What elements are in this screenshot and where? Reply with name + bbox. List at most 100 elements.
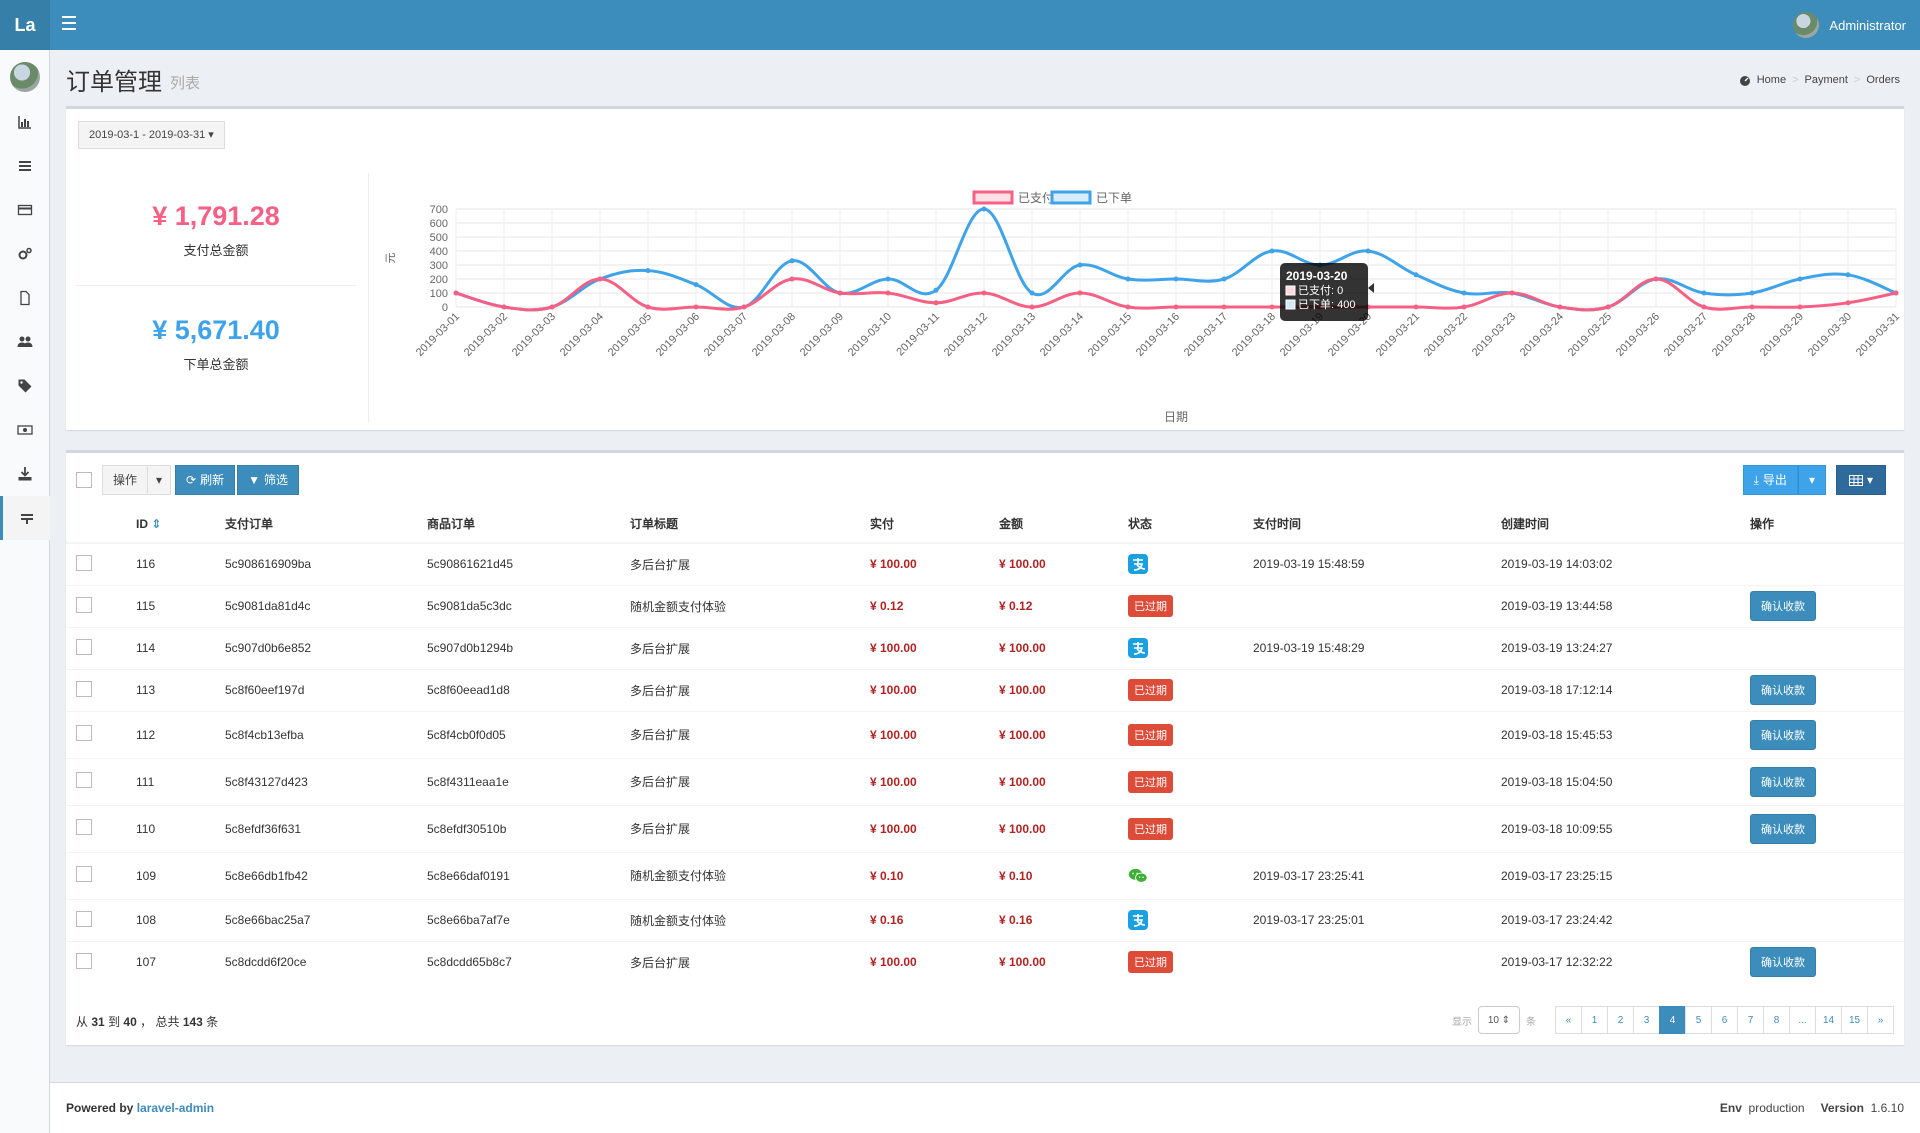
export-button[interactable]: ⤓ 导出 xyxy=(1742,465,1798,495)
sidebar-avatar xyxy=(10,62,40,92)
page-link[interactable]: 3 xyxy=(1633,1006,1660,1034)
page-link[interactable]: 8 xyxy=(1763,1006,1790,1034)
cell-status: 已过期 xyxy=(1128,804,1253,852)
page-link[interactable]: « xyxy=(1555,1006,1582,1034)
y-tick-label: 400 xyxy=(430,246,448,258)
page-link[interactable]: 7 xyxy=(1737,1006,1764,1034)
row-checkbox[interactable] xyxy=(76,819,92,835)
bar-chart-icon[interactable] xyxy=(0,100,50,144)
row-checkbox[interactable] xyxy=(76,725,92,741)
date-range-button[interactable]: 2019-03-1 - 2019-03-31 ▾ xyxy=(78,121,225,149)
cell-created: 2019-03-18 17:12:14 xyxy=(1501,668,1750,711)
row-checkbox[interactable] xyxy=(76,638,92,655)
tooltip-swatch xyxy=(1285,299,1296,310)
confirm-payment-button[interactable]: 确认收款 xyxy=(1750,591,1816,621)
x-tick-label: 2019-03-02 xyxy=(462,311,510,359)
data-point xyxy=(1653,276,1659,282)
confirm-payment-button[interactable]: 确认收款 xyxy=(1750,719,1816,750)
cell-pay-no: 5c9081da81d4c xyxy=(225,584,427,627)
select-all-checkbox[interactable] xyxy=(76,472,92,488)
row-checkbox[interactable] xyxy=(76,680,92,697)
row-checkbox[interactable] xyxy=(76,596,92,613)
filter-button[interactable]: ▼ 筛选 xyxy=(237,465,300,495)
brand-link[interactable]: laravel-admin xyxy=(136,1101,215,1115)
cell-created: 2019-03-17 23:24:42 xyxy=(1501,898,1750,941)
cell-status: 已过期 xyxy=(1128,710,1253,758)
row-checkbox[interactable] xyxy=(76,554,92,571)
col-pay-time: 支付时间 xyxy=(1253,505,1501,544)
page-link[interactable]: » xyxy=(1867,1006,1894,1034)
row-checkbox[interactable] xyxy=(76,952,92,969)
cell-amount: ¥ 100.00 xyxy=(999,710,1128,758)
data-point xyxy=(453,290,459,296)
cell-action xyxy=(1750,542,1904,585)
cell-title: 多后台扩展 xyxy=(630,710,870,758)
x-tick-label: 2019-03-17 xyxy=(1182,311,1230,359)
cell-pay-time xyxy=(1253,668,1501,711)
export-dropdown[interactable]: ▾ xyxy=(1797,465,1826,495)
page-link[interactable]: 14 xyxy=(1815,1006,1842,1034)
credit-card-icon[interactable] xyxy=(0,188,50,232)
download-icon[interactable] xyxy=(0,452,50,496)
cell-title: 随机金额支付体验 xyxy=(630,584,870,627)
cell-status: 已过期 xyxy=(1128,757,1253,805)
data-point xyxy=(1029,304,1035,310)
tags-icon[interactable] xyxy=(0,364,50,408)
money-icon[interactable] xyxy=(0,408,50,452)
exchange-icon[interactable] xyxy=(0,496,50,540)
cogs-icon[interactable] xyxy=(0,232,50,276)
x-tick-label: 2019-03-22 xyxy=(1422,311,1470,359)
page-link[interactable]: 5 xyxy=(1685,1006,1712,1034)
breadcrumb-home[interactable]: Home xyxy=(1756,74,1787,86)
sidebar-toggle-icon[interactable] xyxy=(62,16,80,32)
page-link[interactable]: 1 xyxy=(1581,1006,1608,1034)
user-menu[interactable]: Administrator xyxy=(1793,12,1906,38)
legend-swatch xyxy=(972,190,1014,205)
sort-icon[interactable]: ⇕ xyxy=(151,516,162,531)
logo[interactable]: La xyxy=(0,0,50,50)
data-point xyxy=(1701,304,1707,310)
row-checkbox[interactable] xyxy=(76,772,92,788)
row-checkbox[interactable] xyxy=(76,866,92,882)
cell-created: 2019-03-17 12:32:22 xyxy=(1501,940,1750,983)
cell-action xyxy=(1750,898,1904,941)
data-point xyxy=(1413,304,1419,310)
page-link[interactable]: 15 xyxy=(1841,1006,1868,1034)
refresh-button[interactable]: ⟳ 刷新 xyxy=(175,465,236,495)
page-link[interactable]: 4 xyxy=(1659,1006,1686,1034)
column-selector-button[interactable]: ▾ xyxy=(1835,465,1886,495)
order-total-value: ¥ 5,671.40 xyxy=(152,315,280,345)
confirm-payment-button[interactable]: 确认收款 xyxy=(1750,766,1816,797)
powered-by: Powered by laravel-admin xyxy=(66,1101,215,1115)
alipay-icon xyxy=(1128,638,1148,658)
page-link[interactable]: 2 xyxy=(1607,1006,1634,1034)
data-point xyxy=(1797,304,1803,310)
breadcrumb-payment[interactable]: Payment xyxy=(1804,74,1848,86)
page-link[interactable]: ... xyxy=(1789,1006,1816,1034)
breadcrumb-separator: > xyxy=(1853,74,1861,86)
cell-title: 多后台扩展 xyxy=(630,757,870,805)
confirm-payment-button[interactable]: 确认收款 xyxy=(1750,947,1816,978)
per-page-select[interactable]: 10 ⇕ xyxy=(1478,1006,1520,1034)
x-tick-label: 2019-03-12 xyxy=(942,311,990,359)
data-point xyxy=(1605,304,1611,310)
data-point xyxy=(981,206,987,212)
page-link[interactable]: 6 xyxy=(1711,1006,1738,1034)
confirm-payment-button[interactable]: 确认收款 xyxy=(1750,813,1816,844)
file-icon[interactable] xyxy=(0,276,50,320)
cell-goods-no: 5c90861621d45 xyxy=(427,542,630,585)
confirm-payment-button[interactable]: 确认收款 xyxy=(1750,675,1816,705)
tasks-icon[interactable] xyxy=(0,144,50,188)
cell-pay-time xyxy=(1253,757,1501,805)
x-tick-label: 2019-03-05 xyxy=(606,311,654,359)
x-tick-label: 2019-03-30 xyxy=(1806,311,1854,359)
cell-id: 114 xyxy=(136,626,225,669)
cell-pay-time: 2019-03-17 23:25:41 xyxy=(1253,851,1501,899)
batch-action-button[interactable]: 操作 xyxy=(102,465,149,495)
row-checkbox[interactable] xyxy=(76,910,92,927)
cell-status: 已过期 xyxy=(1128,940,1253,983)
table-row: 110 5c8efdf36f631 5c8efdf30510b 多后台扩展 ¥ 100.… xyxy=(66,804,1904,852)
batch-action-dropdown[interactable]: ▾ xyxy=(147,465,172,495)
col-id[interactable]: ID ⇕ xyxy=(136,505,225,544)
users-icon[interactable] xyxy=(0,320,50,364)
